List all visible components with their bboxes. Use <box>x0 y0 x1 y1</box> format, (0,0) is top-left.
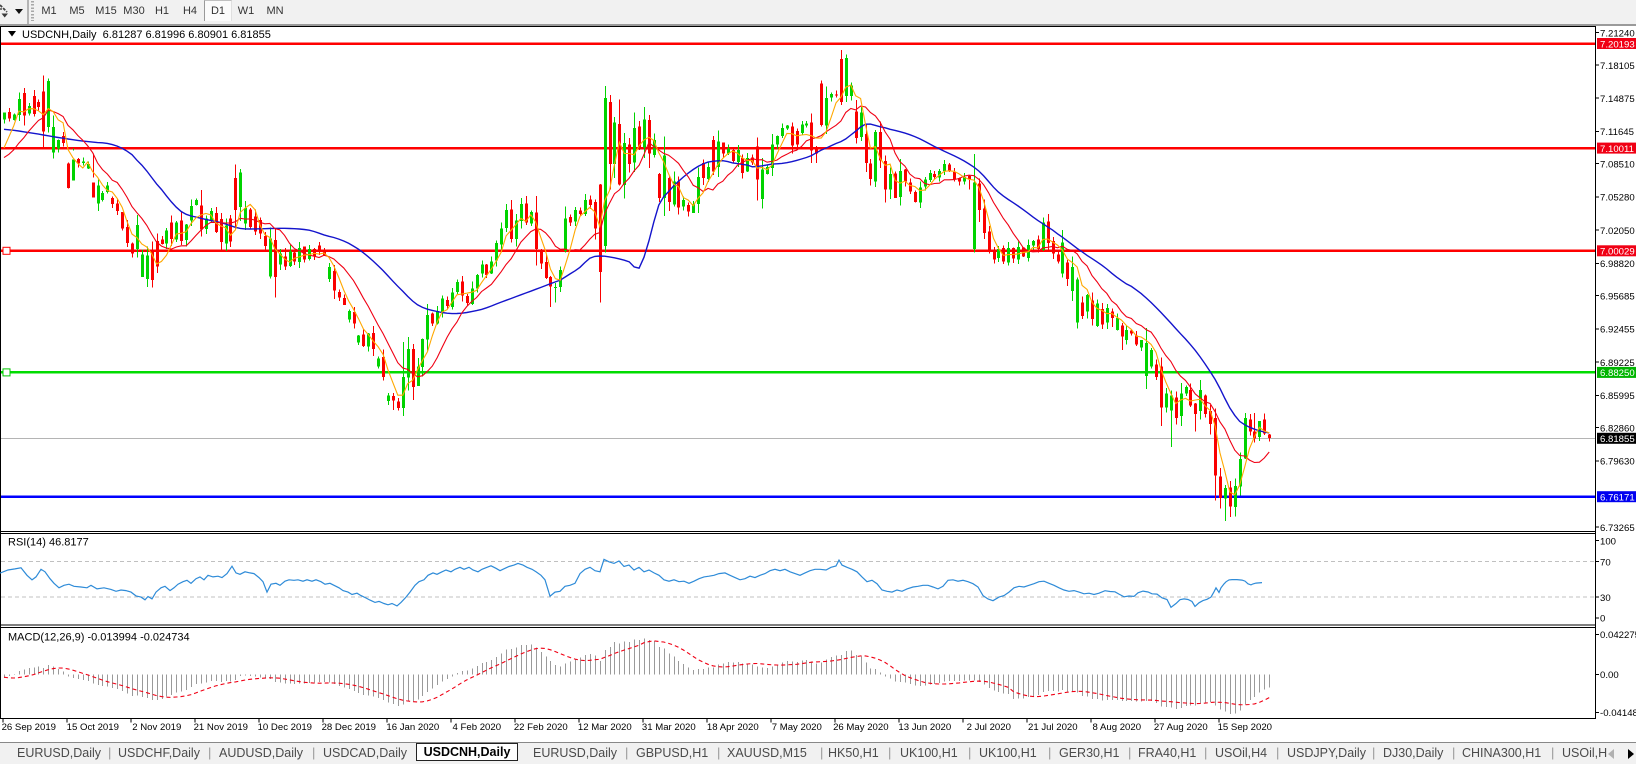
svg-text:6.76171: 6.76171 <box>1600 493 1635 504</box>
svg-text:13 Jun 2020: 13 Jun 2020 <box>898 722 951 733</box>
svg-text:6.85995: 6.85995 <box>1600 391 1635 402</box>
svg-text:21 Jul 2020: 21 Jul 2020 <box>1028 722 1078 733</box>
svg-text:26 Sep 2019: 26 Sep 2019 <box>2 722 56 733</box>
svg-text:6.81855: 6.81855 <box>1600 434 1635 445</box>
svg-text:MACD(12,26,9) -0.013994 -0.024: MACD(12,26,9) -0.013994 -0.024734 <box>8 632 190 644</box>
svg-text:12 Mar 2020: 12 Mar 2020 <box>578 722 632 733</box>
svg-text:7.11645: 7.11645 <box>1600 127 1634 138</box>
svg-text:15 Sep 2020: 15 Sep 2020 <box>1218 722 1272 733</box>
svg-text:-0.04148: -0.04148 <box>1600 708 1636 719</box>
svg-text:27 Aug 2020: 27 Aug 2020 <box>1154 722 1208 733</box>
svg-text:7.21240: 7.21240 <box>1600 29 1635 40</box>
svg-text:6.79630: 6.79630 <box>1600 457 1635 468</box>
svg-text:7.00029: 7.00029 <box>1600 247 1635 258</box>
svg-text:0.042275: 0.042275 <box>1600 630 1636 641</box>
svg-text:7.18105: 7.18105 <box>1600 61 1635 72</box>
svg-text:26 May 2020: 26 May 2020 <box>833 722 888 733</box>
svg-text:18 Apr 2020: 18 Apr 2020 <box>707 722 759 733</box>
svg-text:8 Aug 2020: 8 Aug 2020 <box>1093 722 1142 733</box>
svg-text:6.73265: 6.73265 <box>1600 523 1635 534</box>
svg-text:RSI(14) 46.8177: RSI(14) 46.8177 <box>8 537 89 549</box>
svg-text:2 Jul 2020: 2 Jul 2020 <box>967 722 1011 733</box>
svg-text:100: 100 <box>1600 536 1616 547</box>
svg-text:USDCNH,Daily 6.81287 6.81996: USDCNH,Daily 6.81287 6.81996 6.80901 6.8… <box>22 29 271 41</box>
svg-text:0.00: 0.00 <box>1600 670 1619 681</box>
svg-text:7.02050: 7.02050 <box>1600 226 1635 237</box>
svg-text:10 Dec 2019: 10 Dec 2019 <box>258 722 312 733</box>
svg-text:6.88250: 6.88250 <box>1600 368 1635 379</box>
svg-text:6.82860: 6.82860 <box>1600 424 1635 435</box>
svg-text:70: 70 <box>1600 557 1611 568</box>
svg-text:7.10011: 7.10011 <box>1600 144 1634 155</box>
svg-text:30: 30 <box>1600 593 1611 604</box>
svg-text:6.92455: 6.92455 <box>1600 325 1635 336</box>
svg-text:2 Nov 2019: 2 Nov 2019 <box>132 722 181 733</box>
svg-text:4 Feb 2020: 4 Feb 2020 <box>453 722 502 733</box>
svg-text:7.20193: 7.20193 <box>1600 39 1635 50</box>
svg-text:7.05280: 7.05280 <box>1600 193 1635 204</box>
svg-text:6.98820: 6.98820 <box>1600 259 1635 270</box>
svg-text:6.95685: 6.95685 <box>1600 292 1635 303</box>
svg-text:7.14875: 7.14875 <box>1600 94 1635 105</box>
svg-text:28 Dec 2019: 28 Dec 2019 <box>322 722 376 733</box>
svg-text:31 Mar 2020: 31 Mar 2020 <box>642 722 696 733</box>
svg-text:0: 0 <box>1600 614 1605 625</box>
svg-text:16 Jan 2020: 16 Jan 2020 <box>386 722 439 733</box>
svg-text:7 May 2020: 7 May 2020 <box>772 722 822 733</box>
svg-text:6.89225: 6.89225 <box>1600 358 1635 369</box>
svg-text:22 Feb 2020: 22 Feb 2020 <box>514 722 568 733</box>
svg-text:7.08510: 7.08510 <box>1600 160 1635 171</box>
svg-text:15 Oct 2019: 15 Oct 2019 <box>67 722 119 733</box>
svg-text:21 Nov 2019: 21 Nov 2019 <box>194 722 248 733</box>
